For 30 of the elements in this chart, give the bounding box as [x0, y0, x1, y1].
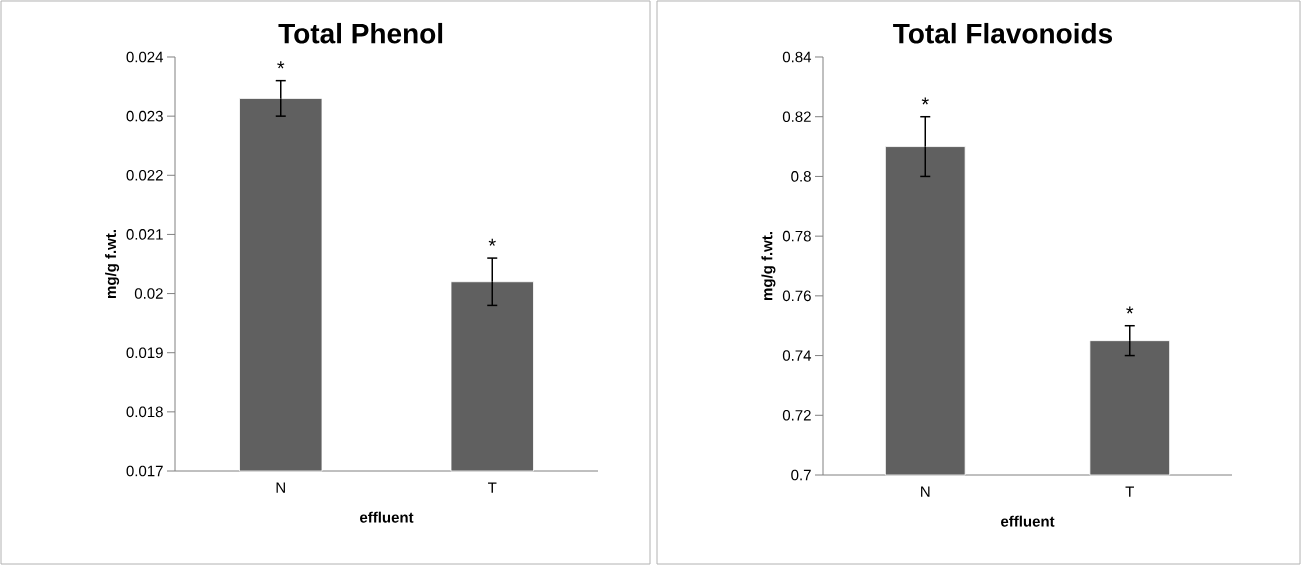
chart-title: Total Phenol [278, 22, 443, 44]
y-tick-label: 0.76 [782, 290, 811, 302]
x-axis-title: effluent [360, 511, 414, 523]
annotation: * [921, 97, 929, 105]
y-tick-label: 0.024 [126, 51, 164, 63]
y-axis-title: mg/g f.wt. [105, 230, 120, 299]
y-tick-label: 0.023 [126, 110, 163, 122]
y-tick-label: 0.022 [126, 169, 163, 181]
y-axis-title: mg/g f.wt. [761, 232, 776, 301]
x-axis-title: effluent [1001, 515, 1055, 527]
y-tick-label: 0.72 [782, 409, 811, 421]
y-tick-label: 0.78 [782, 230, 811, 242]
y-tick-label: 0.82 [782, 111, 811, 123]
y-tick-label: 0.84 [782, 51, 812, 63]
x-tick-label: T [488, 482, 497, 493]
chart-title: Total Flavonoids [893, 22, 1113, 44]
y-tick-label: 0.02 [134, 288, 163, 299]
x-tick-label: N [276, 482, 285, 493]
y-tick-label: 0.74 [782, 350, 812, 361]
y-tick-label: 0.019 [126, 347, 163, 359]
x-tick-label: T [1125, 486, 1134, 497]
y-tick-label: 0.7 [791, 469, 811, 481]
annotation: * [277, 61, 285, 69]
x-tick-label: N [921, 486, 930, 497]
annotation: * [1126, 306, 1134, 314]
y-tick-label: 0.018 [126, 406, 163, 418]
annotation: * [488, 238, 496, 246]
y-tick-label: 0.8 [791, 171, 811, 182]
y-tick-label: 0.021 [126, 229, 163, 240]
y-tick-label: 0.017 [126, 465, 163, 477]
